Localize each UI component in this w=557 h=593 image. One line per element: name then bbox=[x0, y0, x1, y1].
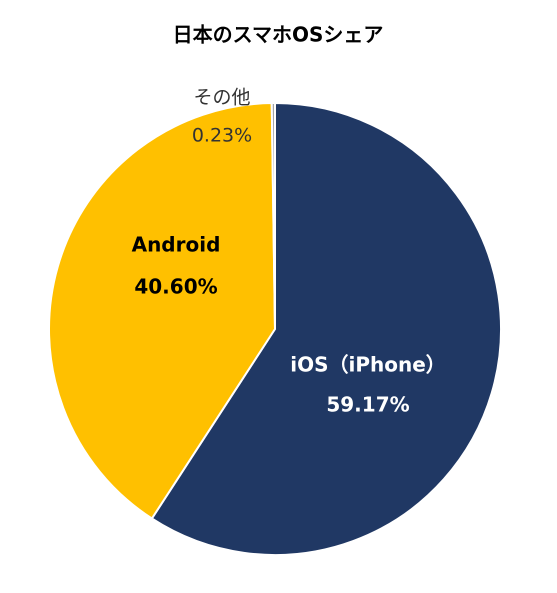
value-label: 40.60% bbox=[134, 275, 217, 299]
slice-label: Android bbox=[132, 233, 221, 257]
pie-slice bbox=[270, 101, 276, 330]
chart-title: 日本のスマホOSシェア bbox=[173, 23, 384, 47]
pie-slice bbox=[48, 102, 277, 520]
pie-slice bbox=[150, 101, 502, 556]
value-label: 59.17% bbox=[326, 393, 409, 417]
slice-label: iOS（iPhone） bbox=[290, 353, 446, 377]
slice-label: その他 bbox=[193, 87, 250, 109]
value-label: 0.23% bbox=[192, 125, 252, 147]
